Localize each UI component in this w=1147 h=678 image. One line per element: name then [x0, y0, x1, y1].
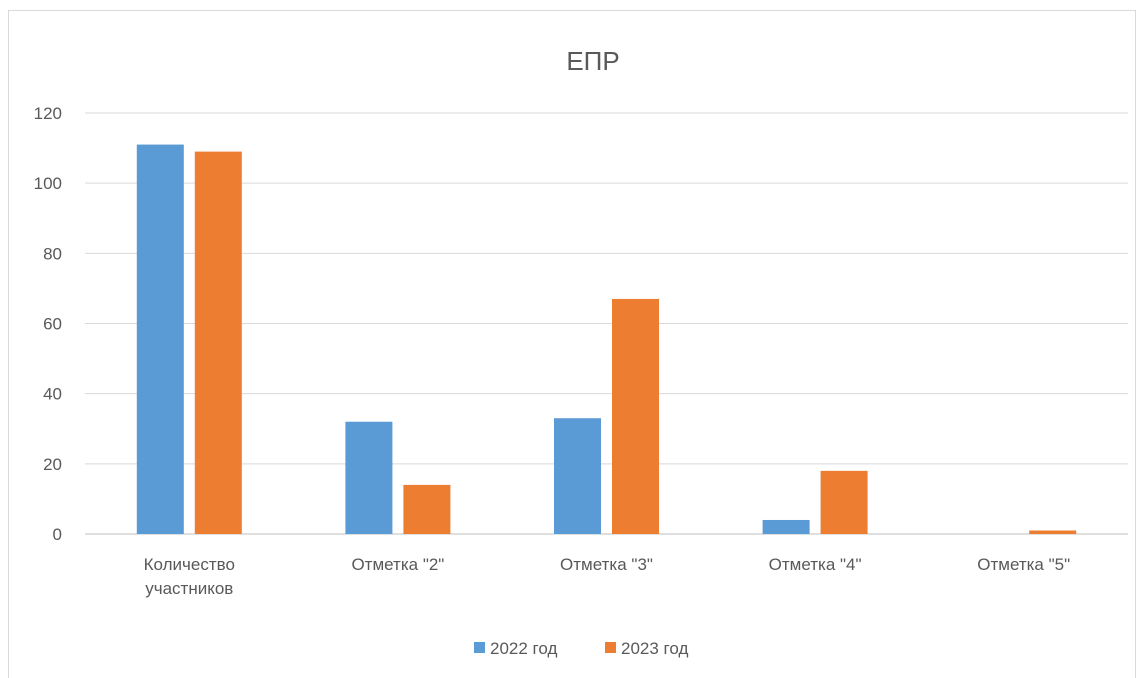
bar-1-4: [762, 519, 810, 534]
y-tick-label: 100: [34, 174, 62, 193]
x-category-label: Количество участников: [144, 555, 235, 598]
legend: 2022 год 2023 год: [474, 639, 688, 658]
legend-label: 2023 год: [621, 639, 688, 658]
x-category-label: Отметка "5": [977, 555, 1070, 574]
x-category-line: участников: [145, 579, 233, 598]
y-tick-label: 40: [43, 385, 62, 404]
legend-label: 2022 год: [490, 639, 557, 658]
y-tick-label: 20: [43, 455, 62, 474]
x-category-label: Отметка "4": [769, 555, 862, 574]
x-category-label: Отметка "2": [351, 555, 444, 574]
bars: [136, 144, 1077, 534]
bar-2-4: [820, 470, 868, 534]
chart-title: ЕПР: [566, 46, 619, 76]
bar-1-1: [136, 144, 184, 534]
chart-frame: [8, 10, 1136, 678]
legend-swatch: [474, 642, 485, 653]
x-category-label: Отметка "3": [560, 555, 653, 574]
legend-swatch: [605, 642, 616, 653]
x-category-line: Отметка "3": [560, 555, 653, 574]
x-category-line: Отметка "5": [977, 555, 1070, 574]
y-axis-ticks: 0 20 40 60 80 100 120: [34, 104, 62, 544]
bar-2-2: [403, 484, 451, 534]
x-category-line: Отметка "2": [351, 555, 444, 574]
x-category-line: Количество: [144, 555, 235, 574]
x-category-line: Отметка "4": [769, 555, 862, 574]
y-tick-label: 120: [34, 104, 62, 123]
bar-1-2: [345, 421, 393, 534]
y-tick-label: 60: [43, 315, 62, 334]
y-tick-label: 80: [43, 244, 62, 263]
x-axis-categories: Количество участников Отметка "2" Отметка "…: [144, 555, 1070, 598]
bar-2-1: [194, 151, 242, 534]
bar-2-3: [612, 298, 659, 534]
y-tick-label: 0: [53, 525, 62, 544]
bar-2-5: [1029, 530, 1077, 534]
bar-1-3: [554, 418, 601, 534]
gridlines: [85, 112, 1128, 535]
